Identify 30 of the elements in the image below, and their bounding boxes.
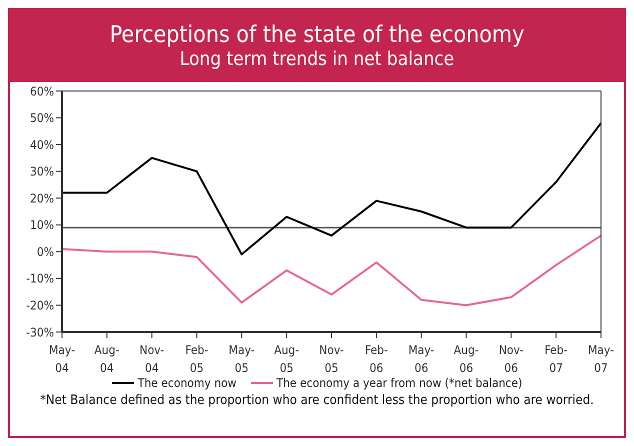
x-tick-label: Feb-07 bbox=[544, 343, 568, 375]
chart-subtitle: Long term trends in net balance bbox=[178, 48, 456, 70]
y-tick-label: 10% bbox=[30, 218, 54, 232]
x-tick-label: May-06 bbox=[408, 343, 434, 375]
y-tick-label: -30% bbox=[26, 325, 54, 340]
x-tick-label: May-04 bbox=[48, 343, 76, 375]
line-series bbox=[61, 234, 602, 306]
y-tick-label: 40% bbox=[30, 138, 54, 152]
x-tick-label: Aug-06 bbox=[454, 343, 479, 375]
x-tick-label: May-07 bbox=[588, 343, 614, 375]
x-tick-label: Aug-05 bbox=[274, 343, 300, 375]
y-tick-label: 30% bbox=[30, 164, 54, 179]
x-tick-label: Aug-04 bbox=[94, 343, 120, 375]
x-tick-label: Feb-05 bbox=[185, 343, 208, 375]
x-tick-label: Nov-05 bbox=[319, 343, 344, 375]
y-tick-label: 20% bbox=[30, 191, 54, 206]
x-tick-label: Feb-06 bbox=[364, 343, 388, 375]
x-tick-label: Nov-04 bbox=[140, 343, 164, 375]
y-tick-label: 50% bbox=[30, 111, 54, 126]
x-tick-label: May-05 bbox=[228, 343, 255, 375]
y-tick-label: -10% bbox=[26, 272, 54, 286]
y-tick-label: 0% bbox=[36, 244, 54, 259]
x-tick-label: Nov-06 bbox=[498, 343, 524, 375]
y-tick-label: -20% bbox=[26, 298, 54, 312]
text: *Net Balance defined as the proportion who are confident less the proportion who are worried. bbox=[39, 393, 595, 408]
y-tick-label: 60% bbox=[30, 84, 54, 98]
legend-label: The economy a year from now (*net balance) bbox=[276, 376, 522, 390]
line-series bbox=[61, 122, 602, 256]
chart-title: Perceptions of the state of the economy bbox=[108, 22, 526, 48]
legend-label: The economy now bbox=[136, 376, 236, 390]
